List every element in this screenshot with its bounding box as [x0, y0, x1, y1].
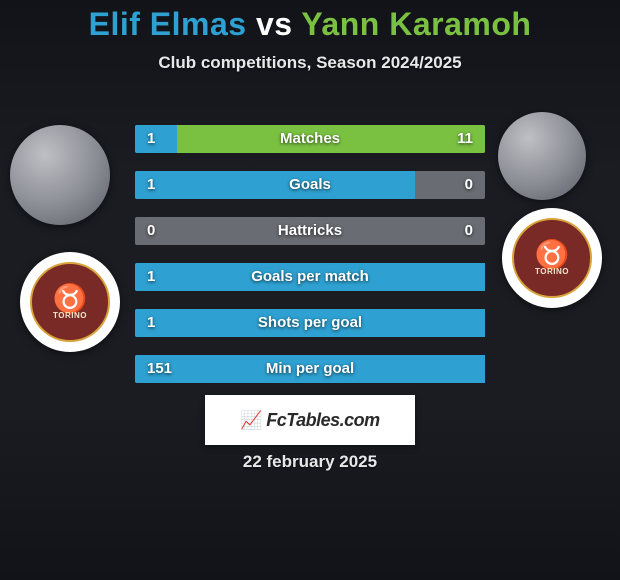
player-b-club-crest: ♉ TORINO [502, 208, 602, 308]
stat-row: 00Hattricks [135, 217, 485, 245]
crest-inner: ♉ TORINO [30, 262, 110, 342]
crest-icon: ♉ [53, 285, 88, 313]
player-b-name: Yann Karamoh [301, 6, 531, 42]
crest-label: TORINO [53, 311, 87, 320]
attribution-logo: 📈FcTables.com [240, 410, 379, 431]
attribution-box: 📈FcTables.com [205, 395, 415, 445]
stat-row: 10Goals [135, 171, 485, 199]
date-label: 22 february 2025 [0, 452, 620, 472]
stat-label: Matches [135, 125, 485, 153]
stat-row: 1Shots per goal [135, 309, 485, 337]
stat-label: Goals [135, 171, 485, 199]
vs-text: vs [247, 6, 302, 42]
stat-row: 151Min per goal [135, 355, 485, 383]
stat-label: Shots per goal [135, 309, 485, 337]
stat-row: 1Goals per match [135, 263, 485, 291]
player-a-club-crest: ♉ TORINO [20, 252, 120, 352]
player-a-name: Elif Elmas [89, 6, 247, 42]
stats-container: 111Matches 10Goals 00Hattricks 1Goals per m… [135, 125, 485, 401]
player-b-avatar [498, 112, 586, 200]
subtitle: Club competitions, Season 2024/2025 [0, 53, 620, 73]
stat-row: 111Matches [135, 125, 485, 153]
crest-inner: ♉ TORINO [512, 218, 592, 298]
stat-label: Min per goal [135, 355, 485, 383]
attribution-text: FcTables.com [266, 410, 379, 430]
stat-label: Hattricks [135, 217, 485, 245]
crest-label: TORINO [535, 267, 569, 276]
player-a-avatar [10, 125, 110, 225]
chart-icon: 📈 [240, 410, 262, 430]
comparison-title: Elif Elmas vs Yann Karamoh [0, 0, 620, 43]
stat-label: Goals per match [135, 263, 485, 291]
crest-icon: ♉ [535, 241, 570, 269]
